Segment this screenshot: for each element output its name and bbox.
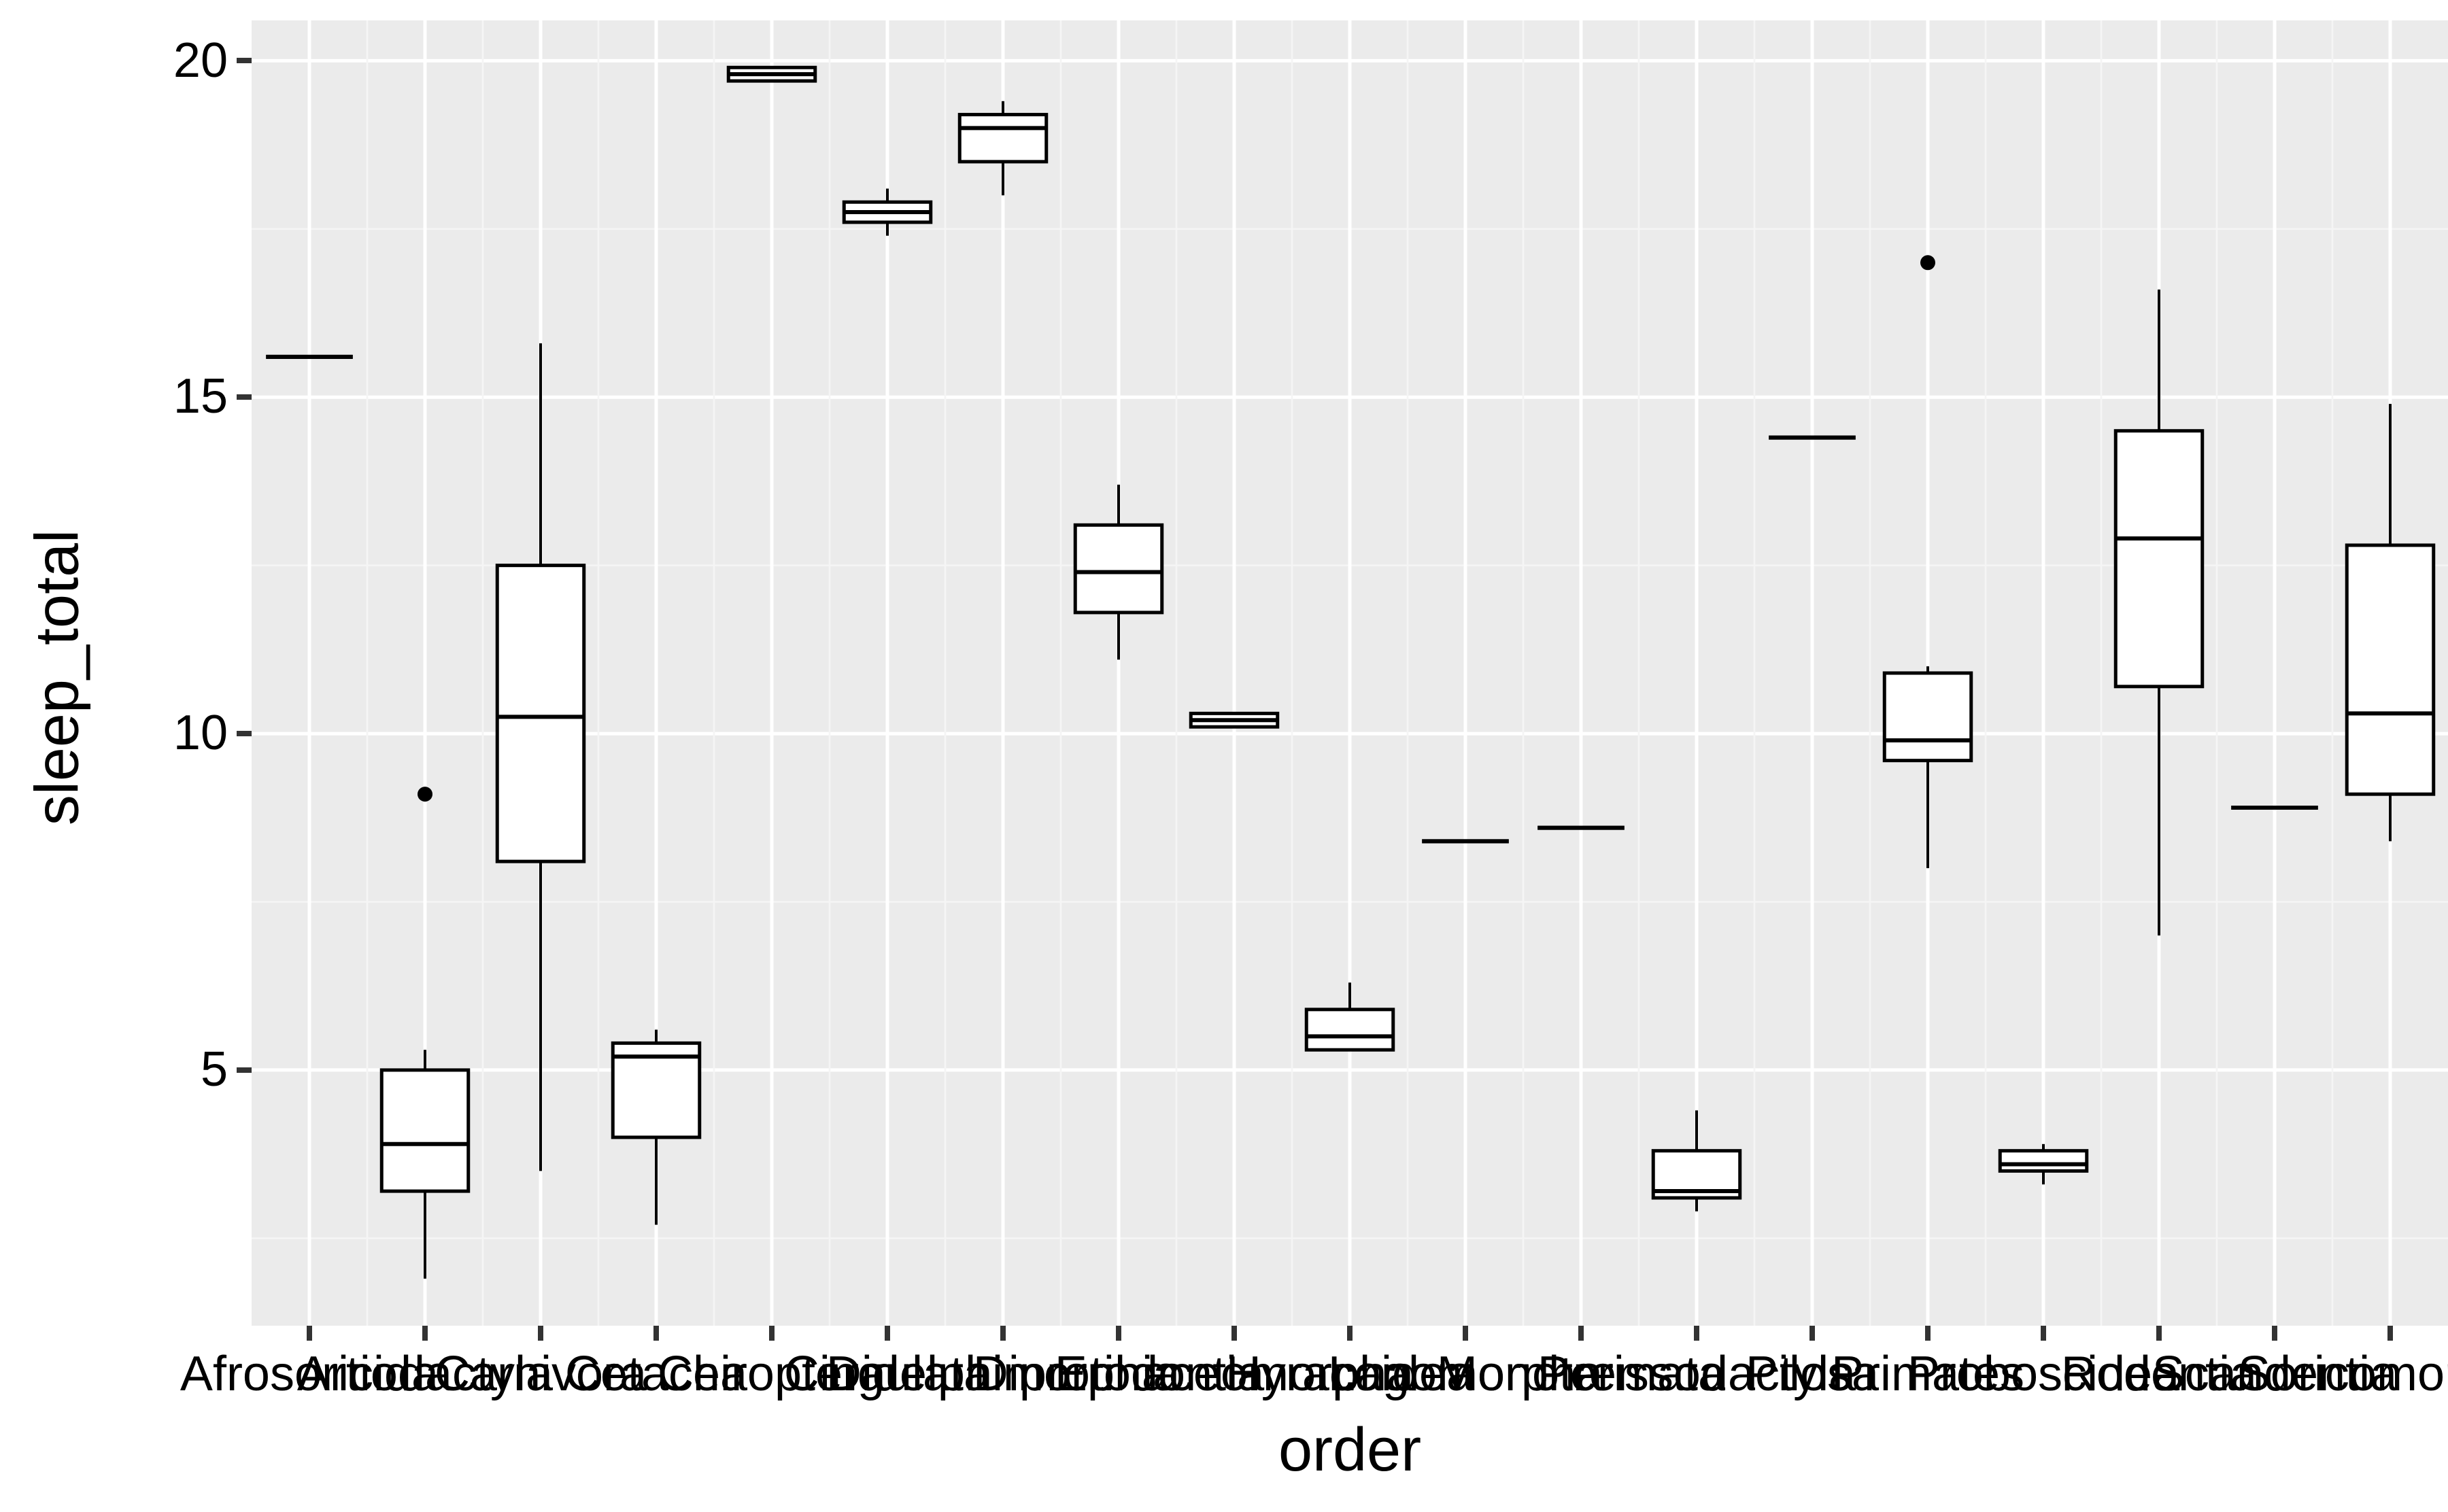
x-tick-mark [885, 1326, 890, 1341]
x-tick-mark [1231, 1326, 1237, 1341]
x-axis-title: order [252, 1415, 2448, 1485]
y-tick-mark [237, 394, 252, 400]
x-tick-mark [2272, 1326, 2277, 1341]
x-tick-mark [2387, 1326, 2393, 1341]
x-tick-mark [1463, 1326, 1468, 1341]
x-tick-mark [1694, 1326, 1699, 1341]
y-tick-mark [237, 731, 252, 736]
x-tick-mark [769, 1326, 775, 1341]
x-tick-mark [1347, 1326, 1353, 1341]
x-tick-mark [2156, 1326, 2162, 1341]
x-tick-mark [2041, 1326, 2046, 1341]
x-tick-mark [1000, 1326, 1006, 1341]
y-tick-mark [237, 58, 252, 63]
boxplot-chart: sleep_total order 5101520AfrosoricidaArt… [0, 0, 2448, 1512]
y-tick-mark [237, 1067, 252, 1073]
y-tick-label: 5 [201, 1042, 228, 1097]
x-tick-mark [1809, 1326, 1815, 1341]
y-tick-label: 20 [173, 33, 228, 88]
y-tick-label: 15 [173, 368, 228, 424]
x-tick-mark [538, 1326, 543, 1341]
x-tick-mark [422, 1326, 428, 1341]
x-tick-mark [1925, 1326, 1931, 1341]
y-axis-title: sleep_total [23, 25, 93, 1330]
x-tick-mark [653, 1326, 659, 1341]
y-tick-label: 10 [173, 705, 228, 761]
x-tick-mark [1578, 1326, 1584, 1341]
plot-panel [252, 20, 2448, 1326]
x-tick-mark [1116, 1326, 1121, 1341]
x-tick-mark [307, 1326, 312, 1341]
x-tick-label: Soricomorpha [2238, 1346, 2448, 1402]
